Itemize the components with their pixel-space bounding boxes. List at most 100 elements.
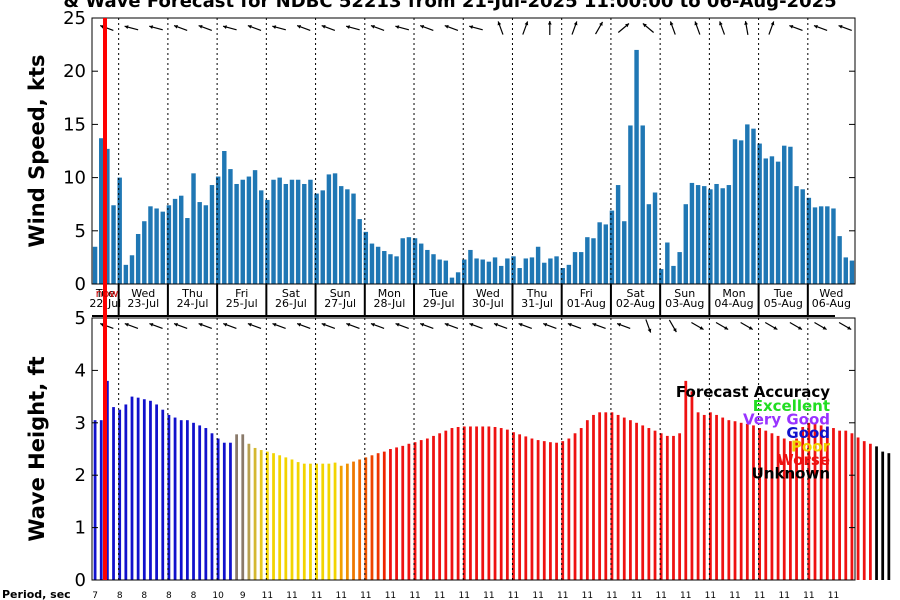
wave-bar: [665, 435, 669, 580]
wave-y-tick-label: 1: [75, 518, 86, 539]
wave-bar: [321, 463, 325, 580]
period-value: 11: [779, 591, 790, 600]
legend-item: Excellent: [753, 397, 830, 415]
wave-bar: [684, 380, 688, 580]
wind-direction-arrow: [444, 25, 459, 31]
wind-direction-arrow: [547, 21, 552, 35]
wind-direction-arrow: [595, 21, 604, 35]
wave-bar: [487, 426, 491, 580]
wave-bar: [549, 442, 552, 580]
wave-y-axis-label: Wave Height, ft: [25, 356, 49, 541]
legend-item: Very Good: [743, 411, 830, 429]
wind-direction-arrow: [296, 25, 311, 31]
wind-direction-arrow: [719, 21, 726, 35]
wave-direction-arrow: [764, 321, 778, 331]
wave-direction-arrow: [198, 323, 213, 329]
wind-bar: [437, 259, 442, 284]
wave-direction-arrow: [518, 323, 532, 329]
wind-bar: [418, 243, 424, 284]
wave-bar: [481, 426, 485, 580]
wave-bar: [807, 422, 811, 580]
wave-direction-arrows: [99, 319, 852, 333]
wind-direction-arrow: [789, 25, 803, 31]
wave-direction-arrow: [493, 323, 508, 329]
wind-bar: [357, 219, 362, 284]
wind-bar: [117, 177, 122, 284]
wave-direction-arrow: [419, 323, 434, 329]
period-value: 11: [434, 591, 445, 600]
wind-bar: [560, 268, 565, 284]
wave-direction-arrow: [616, 323, 631, 329]
wind-bar: [394, 256, 399, 284]
wind-bar: [486, 261, 492, 284]
wave-bar: [524, 436, 528, 580]
wind-bar: [443, 260, 449, 284]
wind-bar: [572, 252, 578, 284]
wave-bar: [782, 438, 786, 580]
wind-bar: [92, 246, 98, 284]
wave-direction-arrow: [321, 323, 336, 329]
wave-bar: [678, 433, 682, 580]
period-value: 8: [117, 591, 123, 600]
wind-bar: [160, 211, 165, 284]
wind-bar: [529, 257, 535, 284]
wave-bar: [450, 428, 454, 580]
day-of-week-label: Sat: [627, 287, 646, 300]
wave-bar: [733, 421, 737, 580]
wave-plot-frame: [91, 317, 856, 581]
day-date-label: 06-Aug: [812, 297, 851, 310]
wave-bar: [339, 465, 343, 580]
wave-bar: [813, 422, 817, 580]
wind-bar: [628, 125, 633, 285]
wave-bar: [555, 442, 558, 580]
wind-bar: [283, 183, 289, 284]
day-of-week-label: Wed: [819, 287, 843, 300]
wave-bar: [838, 430, 841, 580]
wave-bar: [438, 433, 442, 580]
wave-bar: [690, 391, 694, 580]
day-date-label: 28-Jul: [373, 297, 405, 310]
wave-bar: [844, 430, 848, 580]
wind-bar: [609, 210, 615, 284]
wind-bar: [511, 256, 516, 284]
period-value: 8: [141, 591, 147, 600]
day-date-label: 05-Aug: [764, 297, 803, 310]
wave-bar: [118, 409, 122, 580]
wind-bar: [320, 190, 325, 284]
wind-bar: [831, 208, 836, 284]
wind-direction-arrow: [642, 23, 654, 33]
wind-bar: [474, 258, 479, 284]
wind-bar: [800, 189, 805, 284]
day-date-label: 04-Aug: [714, 297, 753, 310]
wave-bar: [567, 438, 571, 580]
now-label: now: [96, 287, 119, 300]
wind-bar: [240, 179, 245, 284]
wave-bar: [290, 459, 294, 580]
wave-bar: [493, 426, 497, 580]
period-values: 7 8 8 8 8 10 9 11 11 11 11 11 11 11 11 11 11 11 11 11 11 11 11…: [92, 591, 839, 600]
period-value: 11: [286, 591, 297, 600]
wave-bar: [635, 422, 638, 580]
day-date-label: 01-Aug: [567, 297, 606, 310]
wave-bar: [395, 447, 398, 580]
wind-bar: [388, 254, 393, 284]
wind-bar: [837, 236, 842, 284]
wind-bar: [215, 176, 221, 284]
wave-bar: [462, 426, 466, 580]
wave-direction-arrow: [592, 323, 606, 329]
wind-direction-arrow: [272, 25, 286, 31]
wave-bar: [499, 428, 503, 580]
wave-direction-arrow: [789, 321, 803, 331]
wave-direction-arrow: [469, 323, 483, 329]
wave-bar: [413, 442, 417, 580]
wave-bar: [770, 433, 774, 580]
day-of-week-label: Fri: [235, 287, 248, 300]
wave-bar: [161, 409, 165, 580]
wind-y-tick-label: 5: [75, 221, 86, 242]
wind-direction-arrow: [617, 23, 630, 33]
wind-bar: [308, 179, 313, 284]
period-value: 11: [508, 591, 519, 600]
wave-direction-arrow: [567, 323, 582, 329]
